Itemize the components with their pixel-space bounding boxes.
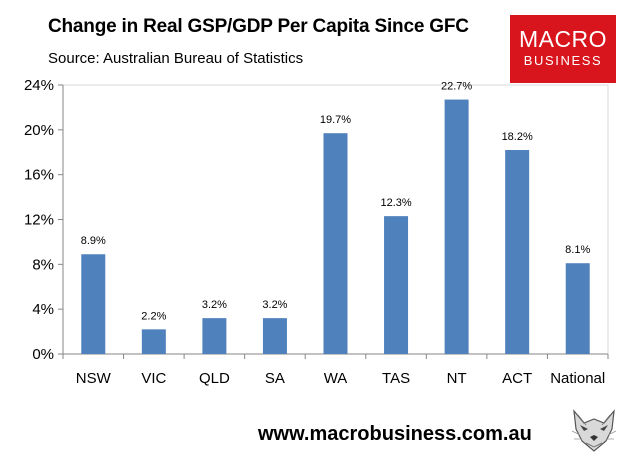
y-tick-label: 8% (32, 256, 54, 273)
bar-qld (202, 318, 227, 354)
x-tick-label: NT (447, 370, 467, 387)
x-tick-label: WA (324, 370, 348, 387)
bar-wa (323, 133, 348, 354)
y-tick-label: 4% (32, 301, 54, 318)
logo-line-1: MACRO (518, 26, 608, 52)
macrobusiness-logo: MACRO BUSINESS (510, 15, 616, 83)
y-tick-label: 0% (32, 346, 54, 363)
x-tick-label: NSW (76, 370, 112, 387)
x-tick-label: QLD (199, 370, 230, 387)
wolf-logo-icon (566, 401, 622, 457)
data-label: 2.2% (141, 310, 166, 322)
y-tick-label: 16% (24, 167, 54, 184)
bar-act (505, 150, 530, 354)
data-label: 8.9% (81, 235, 106, 247)
data-label: 18.2% (502, 131, 533, 143)
data-label: 19.7% (320, 114, 351, 126)
x-tick-label: TAS (382, 370, 410, 387)
y-tick-label: 20% (24, 122, 54, 139)
x-tick-label: VIC (141, 370, 166, 387)
x-tick-label: National (550, 370, 605, 387)
chart-subtitle: Source: Australian Bureau of Statistics (48, 50, 304, 67)
y-tick-label: 24% (24, 77, 54, 94)
logo-line-2: BUSINESS (523, 53, 603, 68)
bar-tas (384, 216, 409, 354)
data-label: 8.1% (565, 244, 590, 256)
bar-sa (262, 318, 287, 354)
bar-nsw (81, 254, 106, 354)
data-label: 3.2% (262, 299, 287, 311)
bar-vic (141, 329, 166, 354)
data-label: 3.2% (202, 299, 227, 311)
y-tick-label: 12% (24, 212, 54, 229)
data-label: 22.7% (441, 81, 472, 93)
x-tick-label: SA (265, 370, 285, 387)
website-url: www.macrobusiness.com.au (258, 423, 532, 445)
x-tick-label: ACT (502, 370, 532, 387)
data-label: 12.3% (380, 197, 411, 209)
bar-national (565, 263, 590, 354)
chart-title: Change in Real GSP/GDP Per Capita Since … (48, 16, 469, 37)
bar-nt (444, 99, 469, 354)
